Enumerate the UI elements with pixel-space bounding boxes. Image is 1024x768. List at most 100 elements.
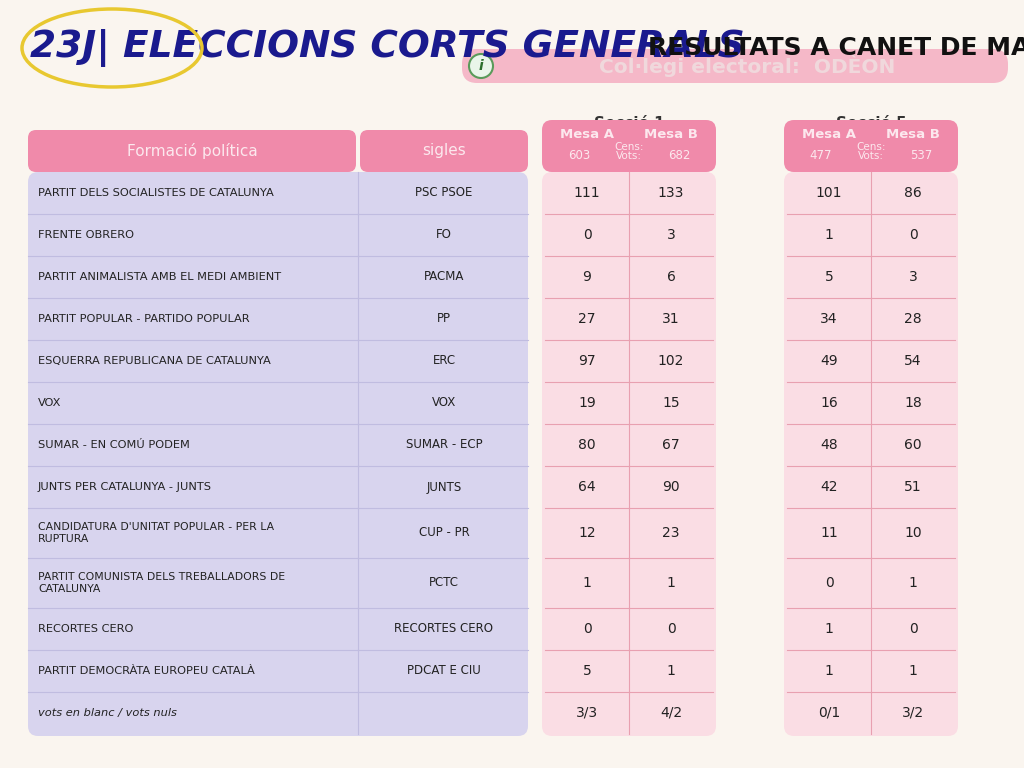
Text: 477: 477: [810, 149, 833, 162]
Text: Formació política: Formació política: [127, 143, 257, 159]
Text: CUP - PR: CUP - PR: [419, 527, 469, 539]
Text: PARTIT POPULAR - PARTIDO POPULAR: PARTIT POPULAR - PARTIDO POPULAR: [38, 314, 250, 324]
Text: 51: 51: [904, 480, 922, 494]
Text: RECORTES CERO: RECORTES CERO: [38, 624, 133, 634]
Text: 537: 537: [910, 149, 932, 162]
Text: FRENTE OBRERO: FRENTE OBRERO: [38, 230, 134, 240]
Text: 27: 27: [579, 312, 596, 326]
Text: 23: 23: [663, 526, 680, 540]
Text: PDCAT E CIU: PDCAT E CIU: [408, 664, 481, 677]
Text: 1: 1: [583, 576, 592, 590]
Text: 11: 11: [820, 526, 838, 540]
Text: 19: 19: [579, 396, 596, 410]
Text: 48: 48: [820, 438, 838, 452]
Text: 16: 16: [820, 396, 838, 410]
Text: 603: 603: [568, 149, 590, 162]
Text: 97: 97: [579, 354, 596, 368]
Text: 1: 1: [824, 622, 834, 636]
Text: 64: 64: [579, 480, 596, 494]
Text: PARTIT DEMOCRÀTA EUROPEU CATALÀ: PARTIT DEMOCRÀTA EUROPEU CATALÀ: [38, 666, 255, 676]
Text: 5: 5: [824, 270, 834, 284]
Text: 682: 682: [668, 149, 690, 162]
Text: 1: 1: [824, 228, 834, 242]
Text: Mesa B: Mesa B: [644, 128, 698, 141]
FancyBboxPatch shape: [360, 130, 528, 172]
Text: 90: 90: [663, 480, 680, 494]
Text: 3/3: 3/3: [575, 706, 598, 720]
Text: 102: 102: [657, 354, 684, 368]
Text: 1: 1: [908, 576, 918, 590]
Text: 0: 0: [583, 228, 592, 242]
Text: 15: 15: [663, 396, 680, 410]
Text: 101: 101: [816, 186, 843, 200]
Text: 133: 133: [657, 186, 684, 200]
Text: RECORTES CERO: RECORTES CERO: [394, 623, 494, 635]
Text: 0: 0: [583, 622, 592, 636]
Text: CANDIDATURA D'UNITAT POPULAR - PER LA
RUPTURA: CANDIDATURA D'UNITAT POPULAR - PER LA RU…: [38, 522, 274, 544]
Text: 5: 5: [583, 664, 592, 678]
Text: 10: 10: [904, 526, 922, 540]
Text: PP: PP: [437, 313, 451, 326]
Text: 60: 60: [904, 438, 922, 452]
Text: vots en blanc / vots nuls: vots en blanc / vots nuls: [38, 708, 177, 718]
Text: 34: 34: [820, 312, 838, 326]
Text: SUMAR - EN COMÚ PODEM: SUMAR - EN COMÚ PODEM: [38, 440, 189, 450]
Text: 67: 67: [663, 438, 680, 452]
Text: Cens:: Cens:: [856, 142, 886, 152]
Text: 0: 0: [667, 622, 676, 636]
Text: Secció 1: Secció 1: [594, 116, 665, 131]
Text: FO: FO: [436, 229, 452, 241]
Text: 0: 0: [908, 228, 918, 242]
FancyBboxPatch shape: [784, 172, 958, 736]
Text: 9: 9: [583, 270, 592, 284]
Text: 111: 111: [573, 186, 600, 200]
Text: 49: 49: [820, 354, 838, 368]
Text: PARTIT DELS SOCIALISTES DE CATALUNYA: PARTIT DELS SOCIALISTES DE CATALUNYA: [38, 188, 273, 198]
Text: sigles: sigles: [422, 144, 466, 158]
Text: 1: 1: [667, 664, 676, 678]
Text: PARTIT COMUNISTA DELS TREBALLADORS DE
CATALUNYA: PARTIT COMUNISTA DELS TREBALLADORS DE CA…: [38, 572, 285, 594]
FancyBboxPatch shape: [28, 172, 528, 736]
Text: 1: 1: [667, 576, 676, 590]
Text: VOX: VOX: [432, 396, 456, 409]
Text: 23J| ELECCIONS CORTS GENERALS: 23J| ELECCIONS CORTS GENERALS: [30, 29, 744, 67]
Text: 18: 18: [904, 396, 922, 410]
Text: 42: 42: [820, 480, 838, 494]
Text: PARTIT ANIMALISTA AMB EL MEDI AMBIENT: PARTIT ANIMALISTA AMB EL MEDI AMBIENT: [38, 272, 282, 282]
Text: i: i: [478, 59, 483, 73]
Text: PCTC: PCTC: [429, 577, 459, 590]
Circle shape: [469, 54, 493, 78]
Text: PACMA: PACMA: [424, 270, 464, 283]
Text: 0: 0: [824, 576, 834, 590]
Text: 4/2: 4/2: [659, 706, 682, 720]
Text: 31: 31: [663, 312, 680, 326]
Text: Mesa A: Mesa A: [802, 128, 856, 141]
Text: JUNTS PER CATALUNYA - JUNTS: JUNTS PER CATALUNYA - JUNTS: [38, 482, 212, 492]
Text: 86: 86: [904, 186, 922, 200]
Text: ESQUERRA REPUBLICANA DE CATALUNYA: ESQUERRA REPUBLICANA DE CATALUNYA: [38, 356, 270, 366]
Text: 3: 3: [667, 228, 676, 242]
Text: 54: 54: [904, 354, 922, 368]
Text: 3/2: 3/2: [902, 706, 924, 720]
Text: PSC PSOE: PSC PSOE: [416, 187, 473, 200]
Text: 1: 1: [908, 664, 918, 678]
Text: Vots:: Vots:: [616, 151, 642, 161]
Text: JUNTS: JUNTS: [426, 481, 462, 494]
Text: Vots:: Vots:: [858, 151, 884, 161]
Text: Cens:: Cens:: [614, 142, 644, 152]
Text: Mesa A: Mesa A: [560, 128, 614, 141]
Text: 12: 12: [579, 526, 596, 540]
FancyBboxPatch shape: [542, 172, 716, 736]
Text: 0: 0: [908, 622, 918, 636]
FancyBboxPatch shape: [542, 120, 716, 172]
Text: 1: 1: [824, 664, 834, 678]
FancyBboxPatch shape: [784, 120, 958, 172]
Text: Mesa B: Mesa B: [886, 128, 940, 141]
Text: Secció 5: Secció 5: [836, 116, 906, 131]
Text: SUMAR - ECP: SUMAR - ECP: [406, 439, 482, 452]
FancyBboxPatch shape: [462, 49, 1008, 83]
Text: 80: 80: [579, 438, 596, 452]
Text: 28: 28: [904, 312, 922, 326]
Text: 6: 6: [667, 270, 676, 284]
Text: VOX: VOX: [38, 398, 61, 408]
